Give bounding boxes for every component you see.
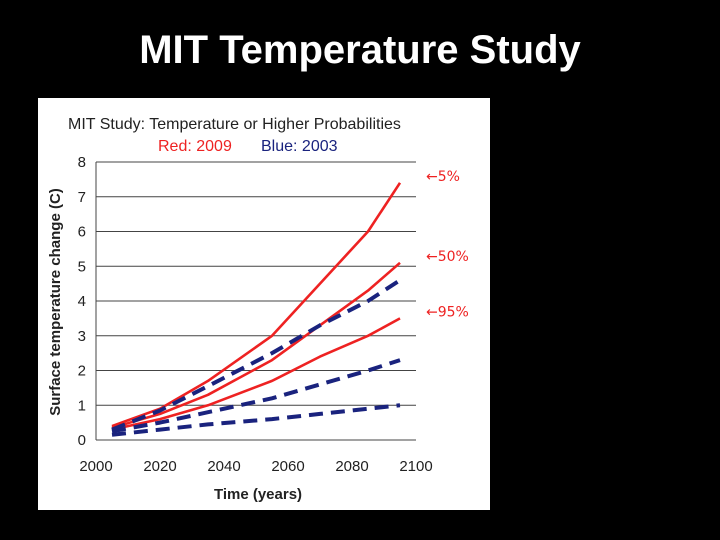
blue-series-line-4 <box>111 278 402 432</box>
percentile-annotation: ←5% <box>426 169 460 185</box>
x-tick-label: 2080 <box>335 458 368 475</box>
x-axis-label: Time (years) <box>214 486 302 503</box>
y-tick-label: 0 <box>78 432 86 449</box>
chart-panel: MIT Study: Temperature or Higher Probabi… <box>38 98 490 510</box>
red-series-line-2 <box>111 261 401 430</box>
y-tick-label: 1 <box>78 397 86 414</box>
y-tick-label: 3 <box>78 328 86 345</box>
temperature-chart: MIT Study: Temperature or Higher Probabi… <box>47 116 469 503</box>
y-tick-label: 6 <box>78 224 86 241</box>
blue-series-line-6 <box>111 403 401 437</box>
x-tick-label: 2000 <box>79 458 112 475</box>
y-tick-label: 4 <box>78 293 86 310</box>
percentile-annotation: ←50% <box>426 249 469 265</box>
percentile-annotation: ←95% <box>426 304 469 320</box>
x-tick-label: 2040 <box>207 458 240 475</box>
y-axis-label: Surface temperature change (C) <box>47 188 64 416</box>
slide-title: MIT Temperature Study <box>139 28 581 72</box>
y-tick-label: 7 <box>78 189 86 206</box>
x-tick-label: 2060 <box>271 458 304 475</box>
y-tick-label: 5 <box>78 258 86 275</box>
blue-series-line-5 <box>111 358 401 434</box>
legend-red: Red: 2009 <box>158 138 232 155</box>
chart-title: MIT Study: Temperature or Higher Probabi… <box>68 116 401 133</box>
x-tick-label: 2100 <box>399 458 432 475</box>
x-tick-label: 2020 <box>143 458 176 475</box>
y-tick-label: 8 <box>78 154 86 171</box>
legend-blue: Blue: 2003 <box>261 138 338 155</box>
y-tick-label: 2 <box>78 363 86 380</box>
red-series-line-3 <box>111 317 401 431</box>
